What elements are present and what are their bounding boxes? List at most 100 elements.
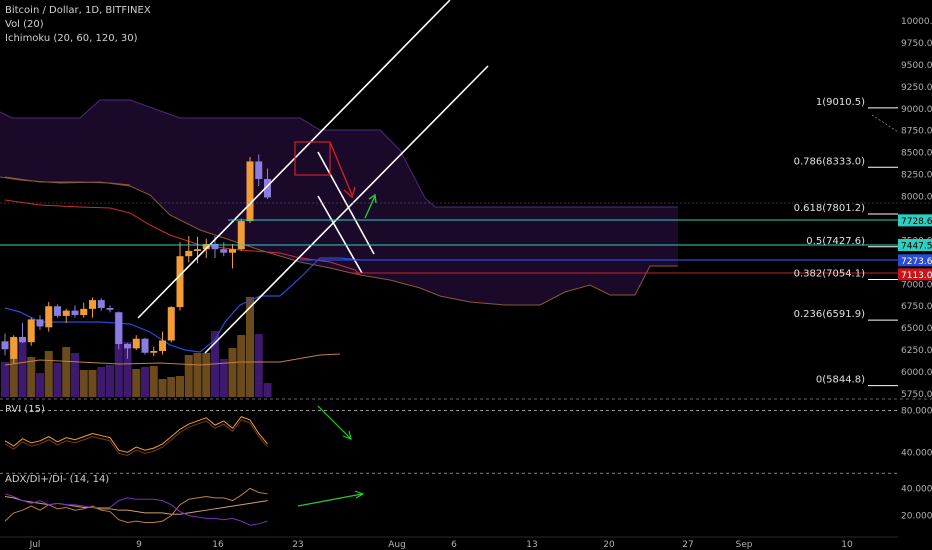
volume-bar — [149, 366, 158, 397]
price-tick-label: 6250.0 — [901, 346, 932, 356]
drawings — [0, 0, 932, 354]
candle-body — [1, 341, 9, 350]
volume-bar — [9, 339, 18, 397]
candle-body — [19, 336, 26, 343]
channel-upper-line — [137, 0, 451, 319]
price-tick-label: 9750.0 — [901, 39, 932, 49]
candle-body — [202, 243, 210, 250]
volume-bar — [114, 312, 123, 397]
fib-level-label: 0(5844.8) — [816, 375, 865, 386]
fib-level-label: 1(9010.5) — [816, 97, 865, 108]
volume-bar — [123, 342, 132, 397]
price-tick-label: 6500.0 — [901, 324, 932, 334]
price-tick-label: 9000.0 — [901, 105, 932, 115]
candle-body — [141, 338, 149, 353]
time-tick-label: 13 — [526, 540, 537, 550]
kijun-line — [4, 199, 361, 276]
price-label-box — [898, 239, 932, 252]
red-box — [294, 141, 331, 176]
price-axis: 10000.0 9750.0 9500.0 9250.0 9000.0 8750.0 850… — [0, 17, 932, 400]
candle-body — [71, 310, 79, 316]
rvi-pane: 80.0000 40.0000 — [0, 405, 932, 474]
volume-bar — [106, 365, 114, 397]
candle-body — [194, 249, 201, 251]
legend-vol: Vol (20) — [5, 19, 44, 30]
volume-bar — [263, 383, 272, 397]
time-tick-label: 20 — [603, 540, 615, 550]
volume-bar — [158, 379, 167, 397]
volume-bar — [132, 369, 141, 397]
price-tick-label: 8000.0 — [901, 193, 932, 203]
time-tick-label: 10 — [841, 540, 853, 550]
time-tick-label: 16 — [212, 540, 224, 550]
time-tick-label: 9 — [136, 540, 142, 550]
rvi-green-arrow-head — [342, 430, 352, 440]
candle-body — [229, 249, 236, 253]
price-tick-label: 8500.0 — [901, 149, 932, 159]
time-tick-label: 6 — [451, 540, 457, 550]
volume-bar — [237, 335, 246, 397]
volume-bar — [71, 353, 79, 397]
price-tick-label: 6000.0 — [901, 368, 932, 378]
senkou-a-line — [0, 99, 678, 208]
volume-bar — [97, 367, 106, 397]
adx-green-arrow-head — [354, 490, 365, 499]
volume-bar — [27, 357, 36, 397]
candle-body — [185, 250, 193, 257]
channel-lower-line — [204, 65, 489, 354]
rvi-signal-line — [4, 419, 268, 456]
volume-bar — [36, 373, 44, 397]
red-arrow-head — [343, 186, 356, 199]
volume-bars — [1, 297, 341, 397]
volume-bar — [44, 351, 53, 397]
candle-body — [115, 312, 123, 344]
volume-bar — [79, 370, 88, 397]
volume-ma-line — [4, 353, 341, 366]
price-tick-label: 9500.0 — [901, 61, 932, 71]
rvi-tick-label: 40.0000 — [901, 448, 932, 458]
di-minus-line — [4, 493, 268, 526]
candle-body — [45, 306, 53, 328]
volume-bar — [219, 359, 228, 397]
price-tick-label: 8750.0 — [901, 127, 932, 137]
candle-body — [10, 336, 18, 359]
chart-title: Bitcoin / Dollar, 1D, BITFINEX — [5, 5, 151, 16]
time-tick-label: Aug — [388, 540, 406, 550]
candle-body — [264, 178, 271, 198]
candle-body — [220, 249, 228, 253]
price-label-text: 7113.0 — [901, 271, 932, 281]
price-tick-label: 7000.0 — [901, 280, 932, 290]
time-tick-label: 27 — [682, 540, 693, 550]
rvi-line — [4, 416, 268, 453]
time-axis: Jul 9 16 23 Aug 6 13 20 27 Sep 10 — [0, 536, 898, 550]
kumo-fill — [0, 100, 678, 305]
candles[interactable] — [1, 154, 272, 364]
adx-tick-label: 20.0000 — [901, 512, 932, 522]
fib-level-label: 0.236(6591.9) — [794, 309, 866, 320]
fib-level-label: 0.786(8333.0) — [794, 156, 866, 167]
time-tick-label: Jul — [29, 540, 41, 550]
volume-bar — [141, 367, 149, 397]
fib-level-label: 0.5(7427.6) — [806, 236, 865, 247]
fib-level-label: 0.618(7801.2) — [794, 203, 866, 214]
rvi-title: RVI (15) — [5, 404, 45, 415]
volume-bar — [1, 362, 9, 397]
candle-body — [167, 307, 175, 341]
candle-body — [176, 256, 184, 308]
volume-bar — [228, 348, 237, 397]
fib-levels: 1(9010.5) 0.786(8333.0) 0.618(7801.2) 0.5(7… — [794, 97, 898, 387]
candle-body — [80, 308, 88, 316]
ichimoku-lines — [4, 176, 361, 353]
candle-body — [36, 319, 44, 327]
volume-bar — [254, 334, 263, 397]
candle-body — [27, 319, 35, 343]
chikou-line — [4, 176, 131, 186]
candle-body — [62, 310, 70, 316]
candle-body — [124, 343, 131, 349]
candle-body — [106, 307, 114, 310]
candle-body — [54, 306, 61, 316]
volume-bar — [167, 377, 176, 397]
candle-body — [97, 300, 105, 308]
adx-title: ADX/DI+/DI- (14, 14) — [5, 474, 109, 485]
